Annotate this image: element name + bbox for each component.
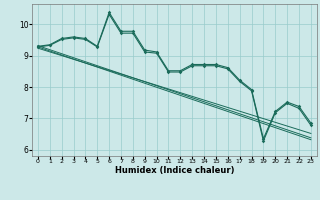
X-axis label: Humidex (Indice chaleur): Humidex (Indice chaleur) (115, 166, 234, 175)
